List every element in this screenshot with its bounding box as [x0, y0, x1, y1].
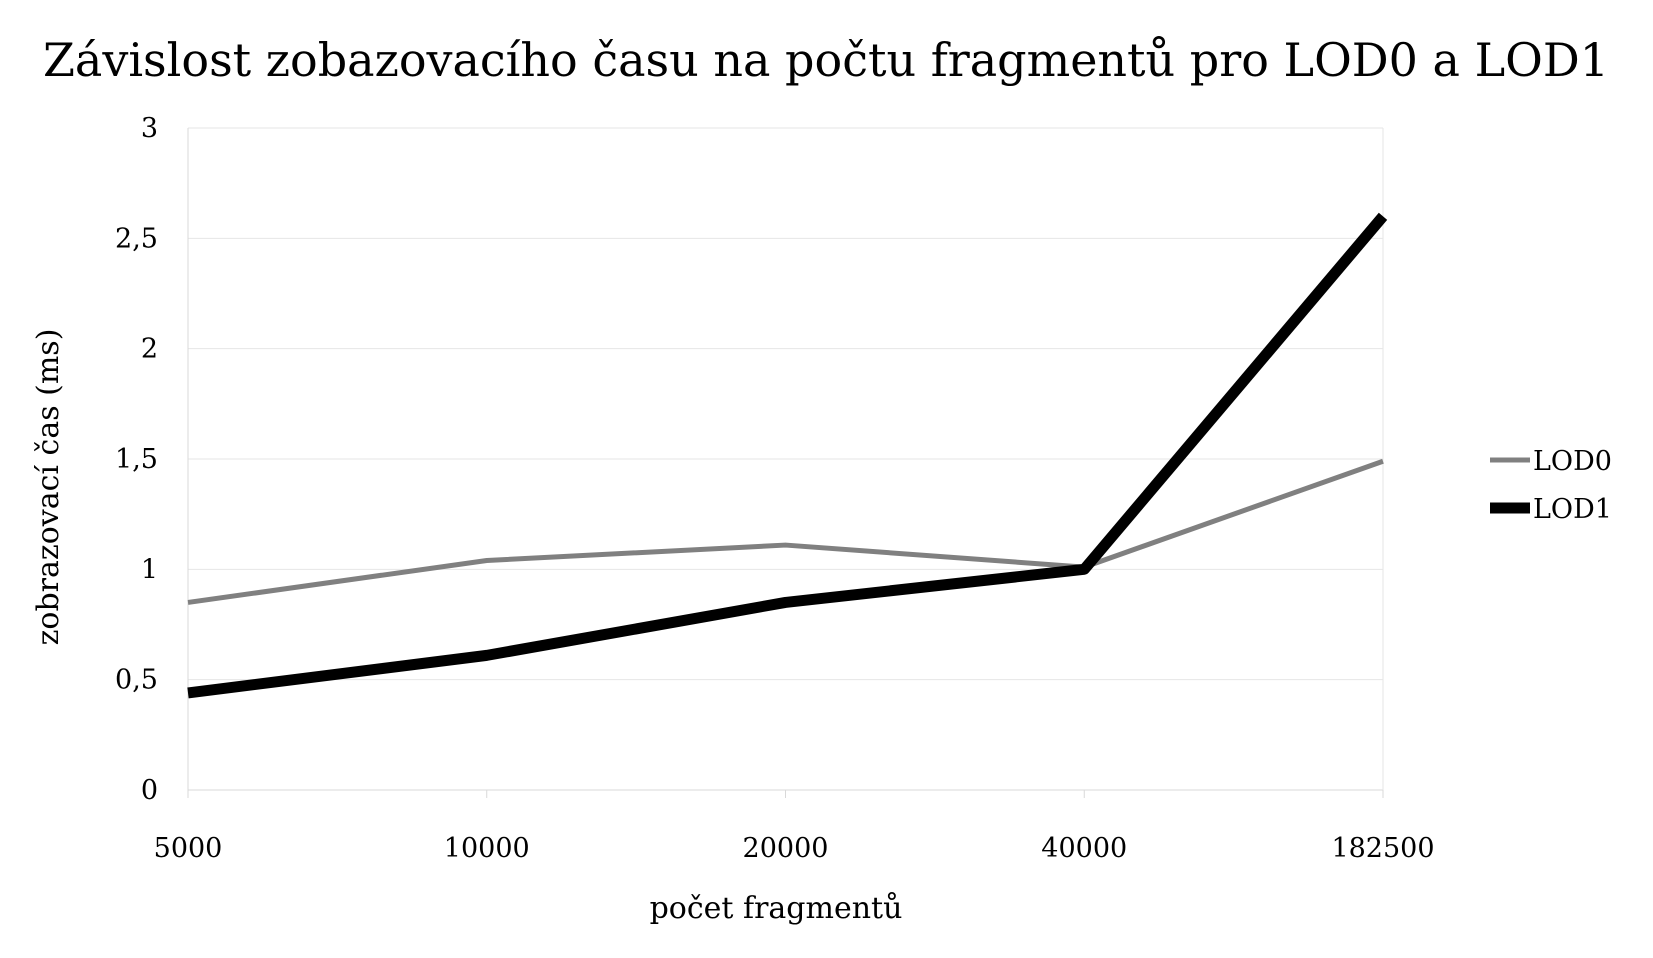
y-tick-label: 3 — [141, 113, 158, 144]
legend-label-lod1: LOD1 — [1533, 494, 1612, 525]
y-tick-label: 0,5 — [115, 665, 158, 696]
x-tick-label: 40000 — [1041, 833, 1127, 864]
chart-title: Závislost zobazovacího času na počtu fra… — [43, 33, 1609, 87]
axes — [187, 128, 1384, 798]
y-axis-label: zobrazovací čas (ms) — [31, 329, 66, 646]
x-tick-label: 10000 — [444, 833, 530, 864]
series-lines — [187, 212, 1388, 699]
legend-label-lod0: LOD0 — [1533, 446, 1612, 477]
x-tick-labels: 5000 10000 20000 40000 182500 — [154, 833, 1435, 864]
x-tick-label: 5000 — [154, 833, 223, 864]
x-tick-label: 182500 — [1331, 833, 1434, 864]
gridlines — [188, 127, 1383, 791]
y-tick-label: 2,5 — [115, 223, 158, 254]
y-tick-labels: 0 0,5 1 1,5 2 2,5 3 — [115, 113, 158, 806]
y-tick-label: 1 — [141, 554, 158, 585]
y-tick-label: 0 — [141, 775, 158, 806]
series-line-lod1 — [187, 212, 1388, 699]
y-tick-label: 2 — [141, 334, 158, 365]
series-line-lod0 — [187, 458, 1384, 605]
x-tick-label: 20000 — [743, 833, 829, 864]
x-axis-label: počet fragmentů — [650, 891, 903, 926]
y-tick-label: 1,5 — [115, 444, 158, 475]
legend: LOD0 LOD1 — [1490, 446, 1612, 525]
